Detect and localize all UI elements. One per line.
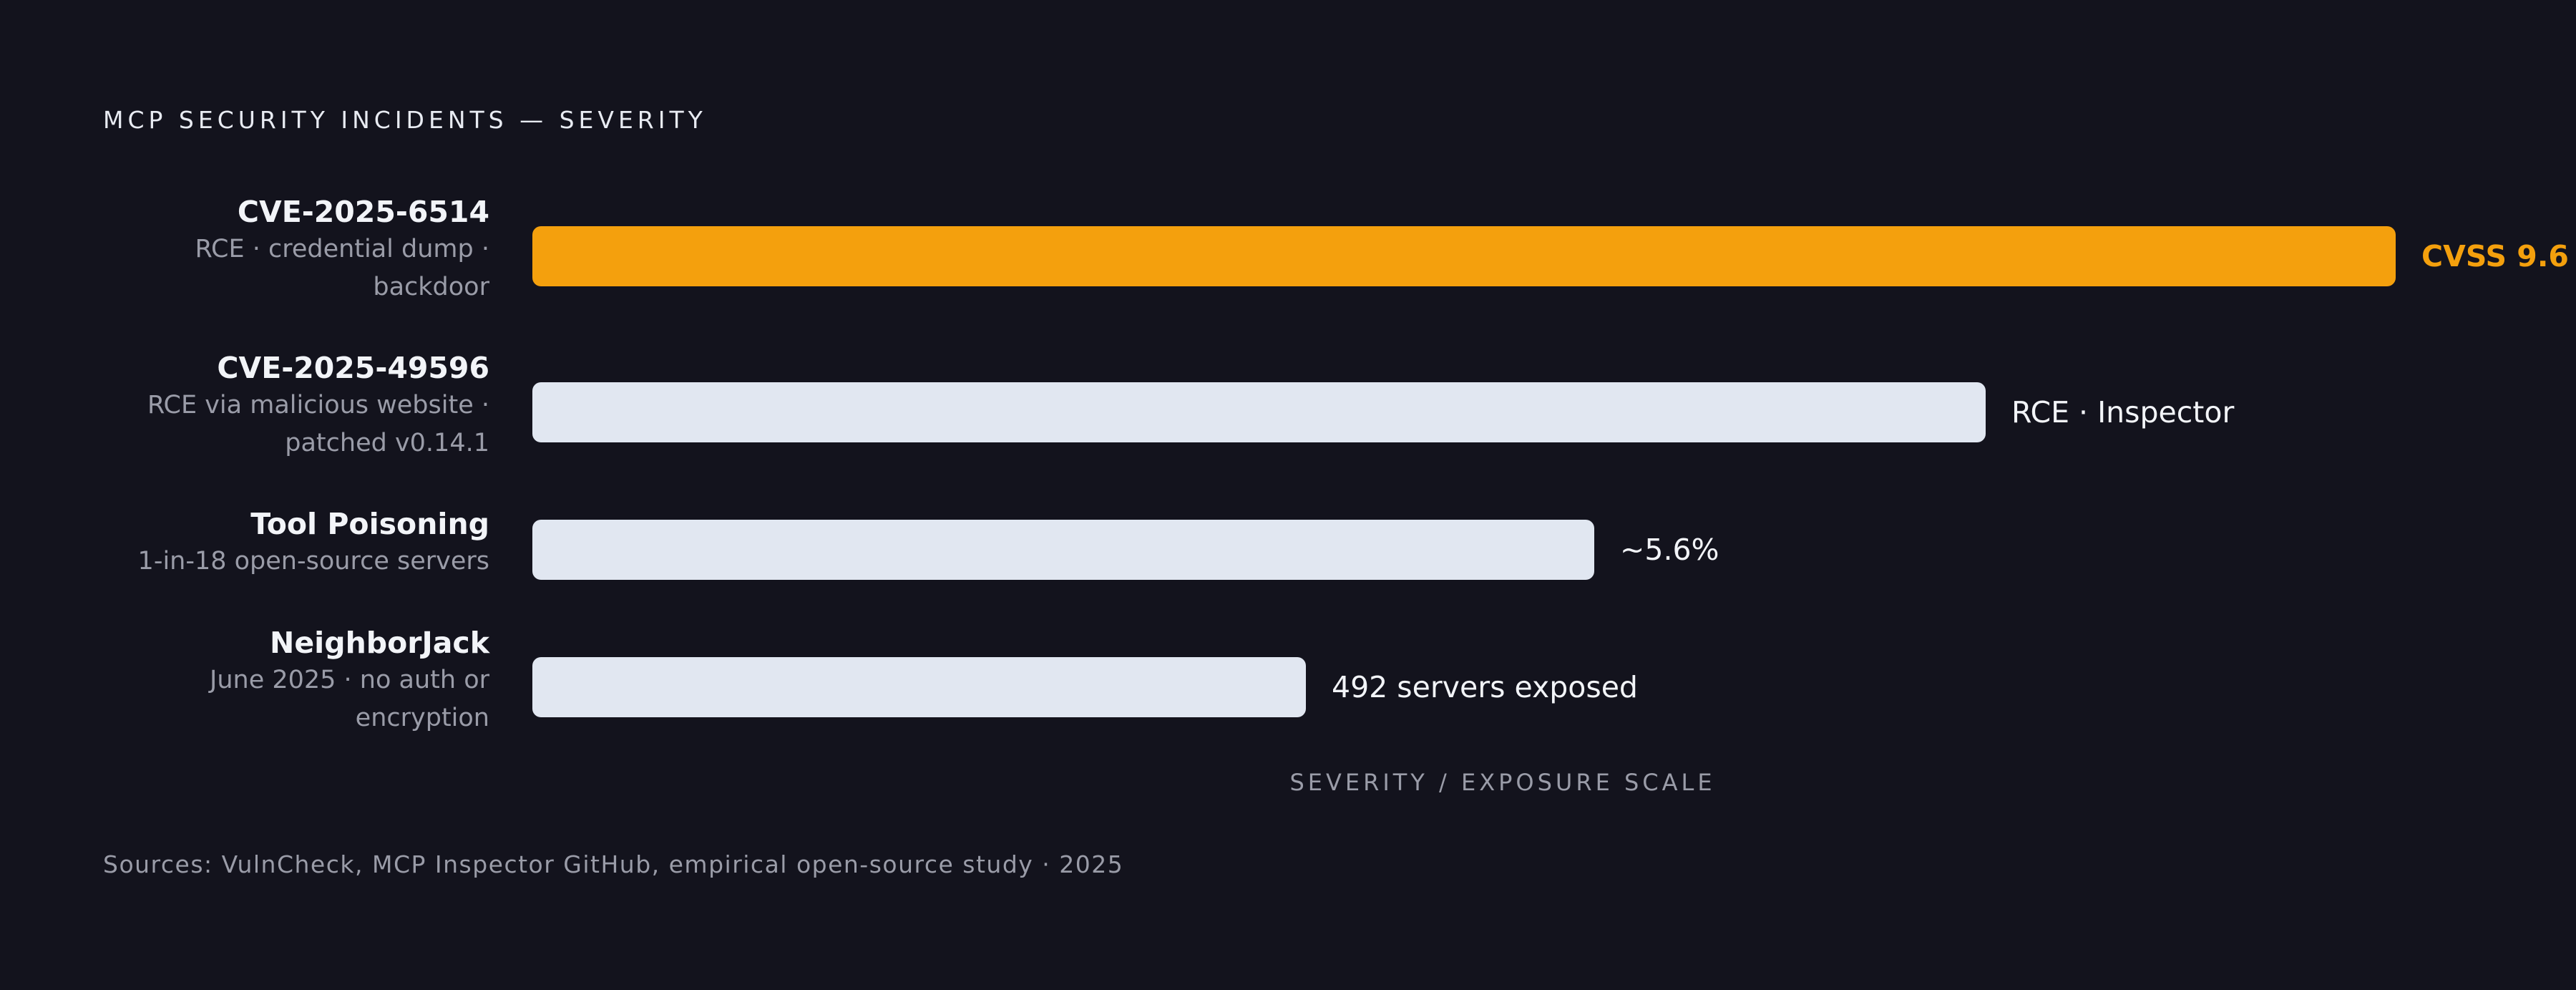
bar-neighborjack [532,657,1306,717]
row-label-neighborjack: NeighborJack June 2025 · no auth or encry… [89,624,489,737]
chart-title: MCP SECURITY INCIDENTS — SEVERITY [103,106,707,134]
bar-tool-poisoning [532,520,1594,580]
category-subtitle: 1-in-18 open-source servers [137,547,489,576]
category-subtitle: June 2025 · no auth or encryption [210,666,489,732]
category-name: NeighborJack [270,626,489,660]
category-subtitle: RCE · credential dump · backdoor [195,235,489,301]
bar-cve-2025-6514 [532,226,2396,286]
data-label-cve-2025-49596: RCE · Inspector [2011,395,2235,430]
category-name: CVE-2025-6514 [237,195,489,229]
row-label-tool-poisoning: Tool Poisoning 1-in-18 open-source server… [89,505,489,581]
category-name: Tool Poisoning [250,507,489,541]
x-axis-label: SEVERITY / EXPOSURE SCALE [1289,769,1716,796]
bar-cve-2025-49596 [532,382,1986,442]
row-label-cve-2025-6514: CVE-2025-6514 RCE · credential dump · bac… [89,193,489,306]
row-label-cve-2025-49596: CVE-2025-49596 RCE via malicious website … [89,349,489,462]
data-label-neighborjack: 492 servers exposed [1332,670,1638,704]
category-subtitle: RCE via malicious website · patched v0.1… [147,391,489,457]
category-name: CVE-2025-49596 [217,351,489,385]
data-label-cve-2025-6514: CVSS 9.6 [2421,239,2569,273]
data-label-tool-poisoning: ~5.6% [1620,533,1719,567]
sources-footnote: Sources: VulnCheck, MCP Inspector GitHub… [103,850,1124,878]
